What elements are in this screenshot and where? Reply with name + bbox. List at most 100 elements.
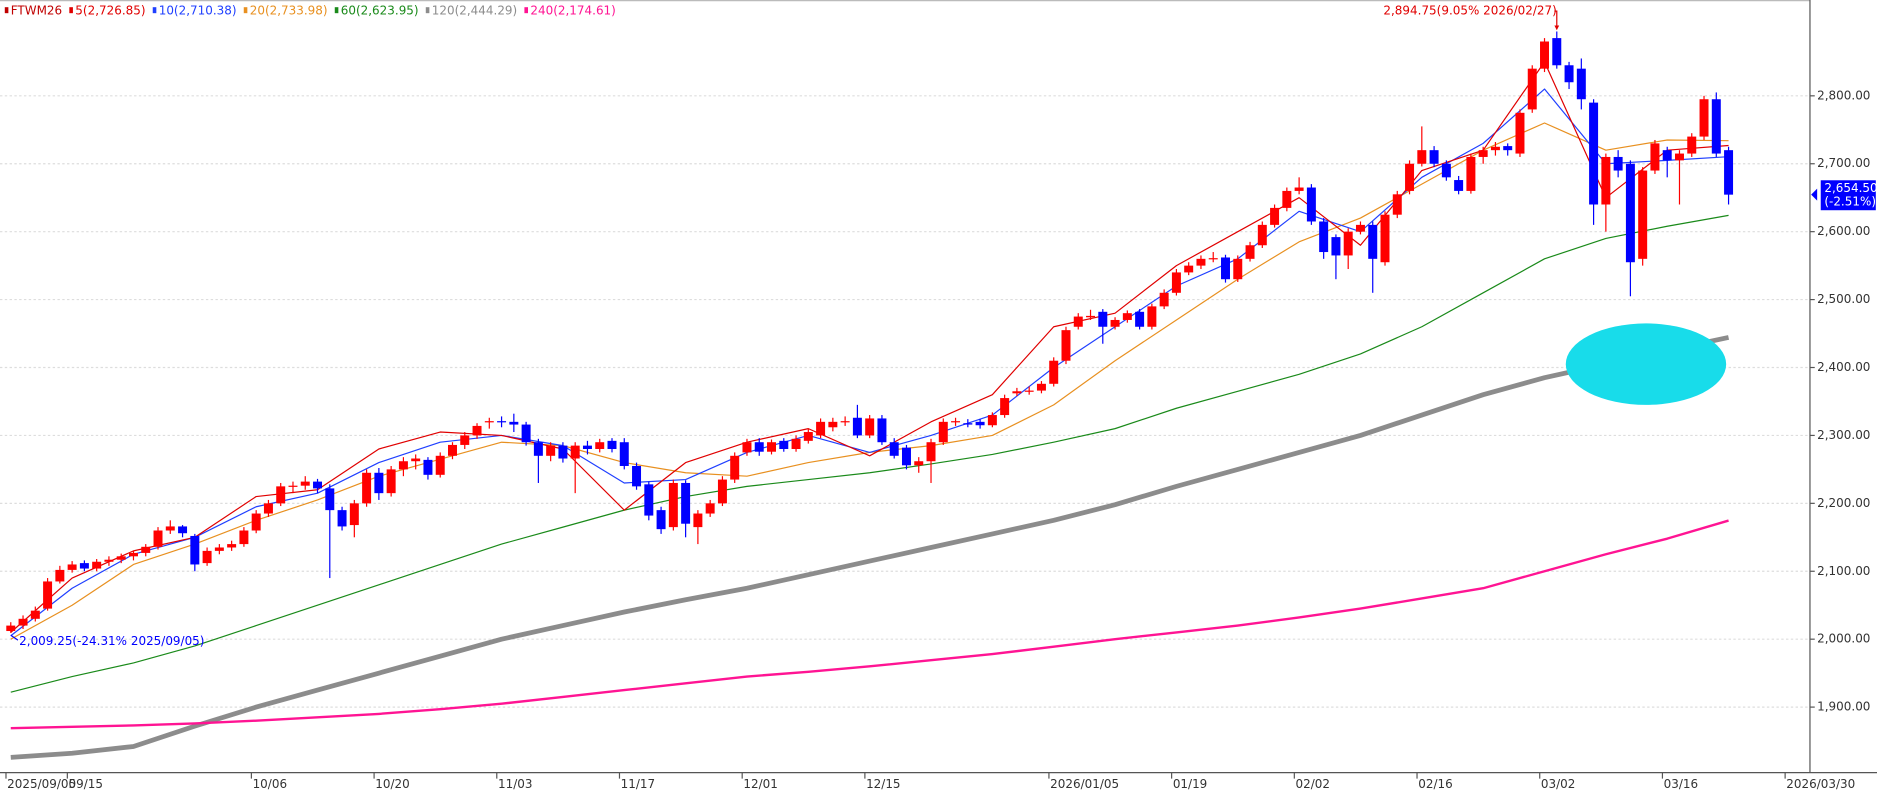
legend-swatch: [69, 7, 73, 14]
candle-body: [767, 442, 776, 452]
candle-body: [1392, 194, 1402, 215]
candle-body: [349, 503, 359, 526]
candle-body: [1233, 258, 1243, 280]
candle-body: [619, 442, 629, 466]
candle-body: [1306, 187, 1316, 222]
y-tick-label: 2,400.00: [1817, 360, 1870, 374]
x-tick-label: 01/19: [1173, 777, 1207, 791]
y-tick-label: 2,300.00: [1817, 428, 1870, 442]
candle-body: [1245, 245, 1255, 259]
candle-body: [362, 472, 372, 504]
candle-body: [1086, 315, 1096, 318]
candle-body: [55, 569, 65, 582]
candle-body: [239, 530, 249, 545]
candle-body: [1294, 187, 1304, 191]
candle-body: [582, 445, 592, 450]
candle-body: [828, 421, 838, 428]
candle-body: [128, 552, 138, 557]
candle-body: [1012, 391, 1022, 394]
low-arrow: [10, 634, 19, 641]
x-tick-label: 12/01: [743, 777, 777, 791]
candle-body: [975, 421, 985, 426]
legend-swatch: [334, 7, 339, 14]
candle-body: [398, 461, 408, 470]
candle-body: [214, 547, 224, 551]
candle-body: [987, 415, 997, 426]
candle-body: [1036, 383, 1046, 391]
candle-body: [460, 435, 470, 445]
legend-swatch: [4, 7, 9, 14]
candle-body: [374, 472, 384, 494]
candle-body: [1196, 258, 1206, 266]
candle-body: [901, 447, 911, 466]
candle-body: [141, 546, 151, 553]
candle-body: [607, 440, 617, 450]
candle-body: [263, 503, 273, 514]
candle-body: [521, 424, 531, 443]
candle-body: [251, 513, 261, 531]
x-tick-label: 02/16: [1418, 777, 1452, 791]
candle-body: [865, 418, 875, 436]
y-tick-label: 2,000.00: [1817, 632, 1870, 646]
legend-label: 5(2,726.85): [75, 3, 145, 17]
candle-body: [153, 530, 163, 547]
candle-body: [938, 421, 948, 443]
candle-body: [1343, 231, 1353, 256]
candle-body: [1184, 265, 1194, 273]
x-tick-label: 11/17: [621, 777, 655, 791]
candle-body: [570, 445, 580, 459]
candle-body: [1466, 156, 1476, 191]
candle-body: [1417, 150, 1427, 164]
candle-body: [840, 421, 850, 423]
candle-body: [852, 417, 862, 436]
candle-body: [1429, 150, 1439, 164]
x-tick-label: 02/02: [1296, 777, 1330, 791]
candle-body: [1564, 65, 1574, 83]
high-arrow: [1554, 10, 1558, 30]
candle-body: [227, 544, 237, 548]
candle-body: [30, 610, 40, 619]
candle-body: [325, 488, 335, 511]
candle-body: [533, 442, 543, 456]
y-tick-label: 2,200.00: [1817, 496, 1870, 510]
candle-body: [1613, 156, 1623, 171]
y-tick-label: 2,800.00: [1817, 88, 1870, 102]
ma-line: [10, 335, 1730, 760]
candle-body: [1208, 258, 1218, 260]
x-tick-label: 09/15: [69, 777, 103, 791]
candle-body: [337, 510, 347, 527]
candle-body: [472, 425, 482, 436]
candle-body: [558, 445, 568, 459]
candle-body: [705, 503, 715, 514]
candle-body: [1110, 319, 1120, 327]
legend-swatch: [152, 7, 157, 14]
candle-body: [18, 618, 28, 626]
candle-body: [423, 459, 433, 475]
candle-body: [803, 432, 813, 441]
x-tick-label: 2026/01/05: [1050, 777, 1119, 791]
x-tick-label: 2025/09/05: [7, 777, 76, 791]
candle-body: [1711, 99, 1721, 154]
candle-body: [1270, 207, 1280, 225]
candle-body: [1724, 150, 1734, 195]
grid: [0, 95, 1815, 779]
legend-swatch: [524, 7, 529, 14]
candle-body: [1687, 136, 1697, 154]
candle-body: [6, 625, 16, 632]
candle-body: [1171, 272, 1181, 293]
candle-body: [914, 461, 924, 466]
legend-swatch: [243, 7, 248, 14]
labels: 1,900.00 2,000.00 2,100.00 2,200.00 2,300.00…: [4, 3, 1877, 791]
candle-body: [730, 455, 740, 480]
candle-body: [1405, 163, 1415, 191]
x-tick-label: 10/06: [253, 777, 287, 791]
x-tick-label: 03/02: [1541, 777, 1575, 791]
legend-swatch: [425, 7, 430, 14]
candle-body: [926, 442, 936, 462]
candle-body: [67, 564, 77, 570]
price-marker: [1811, 188, 1818, 201]
candle-body: [79, 563, 89, 569]
candle-body: [1380, 214, 1390, 263]
